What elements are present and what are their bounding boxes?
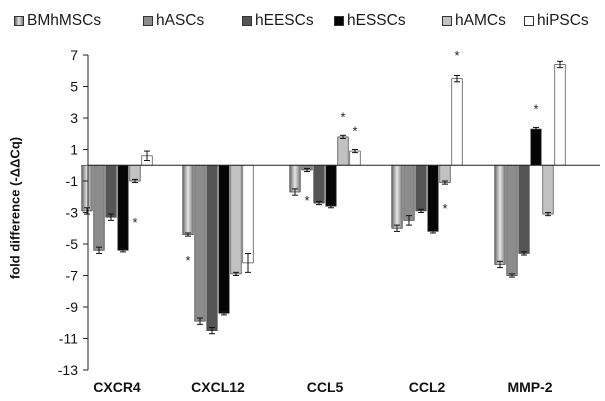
bar-hAMCs-CCL5 [337, 136, 349, 166]
bar-hEESCs-CXCR4 [105, 164, 117, 218]
bar-hAMCs-MMP-2 [542, 164, 554, 215]
significance-asterisk: * [132, 215, 137, 230]
bar-hASCs-CXCL12 [194, 164, 206, 322]
bar-hiPSCs-MMP-2 [554, 64, 566, 166]
y-tick-label: 1 [70, 142, 78, 158]
bar-hAMCs-CCL2 [439, 164, 451, 183]
significance-asterisk: * [340, 109, 345, 124]
y-tick-label: 5 [70, 79, 78, 95]
bar-hASCs-CXCR4 [93, 164, 105, 251]
legend-swatch [442, 16, 452, 26]
x-category-label: CCL5 [307, 379, 344, 395]
legend-item-hEESCs: hEESCs [242, 12, 314, 30]
x-category-label: CCL2 [409, 379, 446, 395]
legend-item-hiPSCs: hiPSCs [524, 12, 589, 30]
y-tick-label: -5 [66, 236, 79, 252]
legend-item-BMhMSCs: BMhMSCs [14, 12, 101, 30]
legend-swatch [334, 16, 344, 26]
y-tick-label: -13 [58, 362, 78, 378]
significance-asterisk: * [454, 48, 459, 63]
bar-hAMCs-CXCR4 [129, 164, 141, 182]
legend-swatch [524, 16, 534, 26]
legend-label: hESSCs [347, 12, 406, 29]
chart-legend: BMhMSCs hASCs hEESCs hESSCs hAMCs hiPSCs [14, 12, 599, 34]
x-category-label: CXCR4 [93, 379, 141, 395]
legend-swatch [242, 16, 252, 26]
y-tick-label: -1 [66, 173, 79, 189]
x-category-label: MMP-2 [507, 379, 552, 395]
bar-BMhMSCs-MMP-2 [494, 164, 506, 265]
legend-item-hESSCs: hESSCs [334, 12, 406, 30]
y-tick-label: -3 [66, 205, 79, 221]
significance-asterisk: * [533, 102, 538, 117]
legend-label: hASCs [156, 12, 205, 29]
bar-hESSCs-CCL2 [427, 164, 439, 232]
significance-asterisk: * [442, 201, 447, 216]
labels-layer: CXCR4 CXCL12 CCL5 CCL2 MMP-2 * * * * * * * * [93, 48, 552, 395]
bar-hEESCs-CXCL12 [206, 164, 218, 331]
bar-hiPSCs-CXCL12 [242, 164, 254, 264]
bars-layer [81, 60, 566, 335]
bar-hEESCs-CCL5 [313, 164, 325, 204]
legend-label: hAMCs [455, 12, 506, 29]
legend-item-hASCs: hASCs [143, 12, 204, 30]
bar-BMhMSCs-CXCL12 [182, 164, 194, 235]
y-tick-label: -11 [59, 331, 78, 347]
bar-BMhMSCs-CCL5 [289, 164, 301, 193]
y-tick-label: 3 [70, 110, 78, 126]
legend-swatch [14, 16, 24, 26]
bar-hESSCs-CCL5 [325, 164, 337, 207]
legend-label: BMhMSCs [27, 12, 102, 29]
bar-hEESCs-MMP-2 [518, 164, 530, 254]
bar-BMhMSCs-CCL2 [391, 164, 403, 229]
legend-item-hAMCs: hAMCs [442, 12, 506, 30]
bar-hESSCs-CXCR4 [117, 164, 129, 251]
legend-label: hEESCs [255, 12, 314, 29]
legend-label: hiPSCs [537, 12, 589, 29]
significance-asterisk: * [304, 193, 309, 208]
bar-BMhMSCs-CXCR4 [81, 164, 93, 212]
y-tick-label: 7 [70, 47, 78, 63]
bar-hEESCs-CCL2 [415, 164, 427, 212]
y-tick-label: -7 [66, 268, 79, 284]
bar-hESSCs-CXCL12 [218, 164, 230, 314]
bar-hAMCs-CXCL12 [230, 164, 242, 275]
significance-asterisk: * [185, 253, 190, 268]
axes-layer: 7 5 3 1 -1 -3 -5 -7 -9 -11 -13 [58, 47, 600, 378]
bar-hESSCs-MMP-2 [530, 128, 542, 166]
significance-asterisk: * [352, 124, 357, 139]
bar-hiPSCs-CCL5 [349, 150, 361, 166]
bar-hASCs-CCL2 [403, 164, 415, 221]
legend-swatch [143, 16, 153, 26]
x-category-label: CXCL12 [191, 379, 245, 395]
y-tick-label: -9 [66, 299, 79, 315]
bar-hiPSCs-CCL2 [451, 78, 463, 166]
bar-hASCs-MMP-2 [506, 164, 518, 276]
